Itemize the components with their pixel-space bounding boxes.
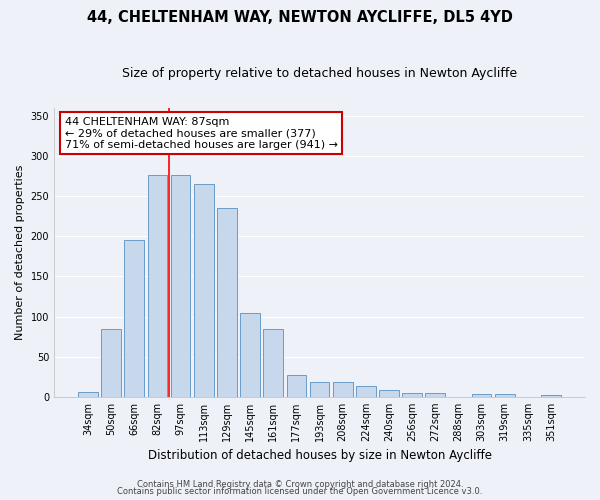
Bar: [148, 176, 167, 397]
X-axis label: Distribution of detached houses by size in Newton Aycliffe: Distribution of detached houses by size …: [148, 450, 491, 462]
Y-axis label: Number of detached properties: Number of detached properties: [15, 164, 25, 340]
Bar: [217, 208, 237, 397]
Bar: [379, 390, 399, 397]
Bar: [124, 240, 144, 397]
Bar: [78, 392, 98, 397]
Bar: [356, 386, 376, 397]
Bar: [425, 393, 445, 397]
Bar: [333, 382, 353, 397]
Bar: [240, 314, 260, 397]
Text: Contains public sector information licensed under the Open Government Licence v3: Contains public sector information licen…: [118, 487, 482, 496]
Bar: [402, 393, 422, 397]
Bar: [287, 375, 306, 397]
Text: 44, CHELTENHAM WAY, NEWTON AYCLIFFE, DL5 4YD: 44, CHELTENHAM WAY, NEWTON AYCLIFFE, DL5…: [87, 10, 513, 25]
Bar: [101, 330, 121, 397]
Title: Size of property relative to detached houses in Newton Aycliffe: Size of property relative to detached ho…: [122, 68, 517, 80]
Bar: [541, 395, 561, 397]
Text: 44 CHELTENHAM WAY: 87sqm
← 29% of detached houses are smaller (377)
71% of semi-: 44 CHELTENHAM WAY: 87sqm ← 29% of detach…: [65, 116, 338, 150]
Bar: [194, 184, 214, 397]
Bar: [495, 394, 515, 397]
Bar: [263, 330, 283, 397]
Bar: [171, 176, 190, 397]
Bar: [472, 394, 491, 397]
Text: Contains HM Land Registry data © Crown copyright and database right 2024.: Contains HM Land Registry data © Crown c…: [137, 480, 463, 489]
Bar: [310, 382, 329, 397]
